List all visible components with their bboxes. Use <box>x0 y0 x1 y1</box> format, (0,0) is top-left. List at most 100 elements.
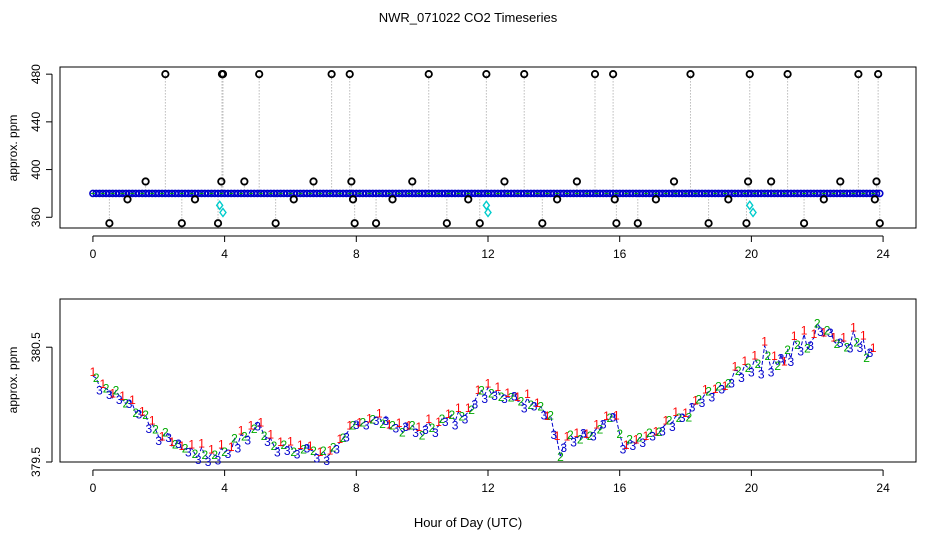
channel-3-point: 3 <box>778 351 785 365</box>
channel-3-point: 3 <box>758 367 765 381</box>
outlier-point <box>218 70 228 79</box>
figure-title: NWR_071022 CO2 Timeseries <box>379 10 558 25</box>
channel-2-point: 2 <box>123 397 130 411</box>
channel-2-point: 2 <box>725 376 732 390</box>
channel-3-point: 3 <box>600 418 607 432</box>
top-plot-frame <box>59 66 917 229</box>
channel-1-point: 1 <box>169 435 176 449</box>
channel-2-point: 2 <box>281 438 288 452</box>
bottom-panel: approx. ppm Hour of Day (UTC) 0 4 8 12 16 20 2… <box>6 298 917 530</box>
channel-3-point: 3 <box>718 382 725 396</box>
top-x-tick-label: 24 <box>876 247 890 261</box>
top-y-tick-label: 360 <box>29 207 43 227</box>
channel-2-point: 2 <box>429 421 436 435</box>
channel-2-point: 2 <box>814 316 821 330</box>
outlier-point <box>213 219 223 228</box>
outlier-point <box>371 219 381 228</box>
channel-3-point: 3 <box>392 421 399 435</box>
channel-2-point: 2 <box>834 337 841 351</box>
channel-1-point: 1 <box>188 438 195 452</box>
channel-2-point: 2 <box>340 431 347 445</box>
channel-1-point: 1 <box>771 349 778 363</box>
x-axis-label: Hour of Day (UTC) <box>414 515 522 530</box>
channel-2-point: 2 <box>369 413 376 427</box>
channel-1-point: 1 <box>682 406 689 420</box>
channel-2-point: 2 <box>616 427 623 441</box>
channel-3-point: 3 <box>471 398 478 412</box>
bottom-x-tick-label: 12 <box>481 481 495 495</box>
channel-3-point: 3 <box>244 434 251 448</box>
bottom-x-tick-label: 20 <box>745 481 759 495</box>
channel-3-point: 3 <box>541 408 548 422</box>
channel-2-point: 2 <box>152 422 159 436</box>
channel-3-point: 3 <box>639 436 646 450</box>
channel-2-point: 2 <box>695 393 702 407</box>
outlier-point <box>161 70 170 79</box>
channel-3-point: 3 <box>738 371 745 385</box>
channel-2-point: 2 <box>320 444 327 458</box>
channel-3-point: 3 <box>333 442 340 456</box>
outlier-point <box>610 195 619 204</box>
channel-3-point: 3 <box>531 400 538 414</box>
channel-2-point: 2 <box>656 425 663 439</box>
channel-1-point: 1 <box>238 424 245 438</box>
channel-2-point: 2 <box>735 364 742 378</box>
channel-3-point: 3 <box>225 447 232 461</box>
channel-1-point: 1 <box>801 323 808 337</box>
outlier-point <box>388 195 397 204</box>
channel-2-point: 2 <box>419 428 426 442</box>
channel-3-point: 3 <box>610 410 617 424</box>
channel-2-point: 2 <box>251 422 258 436</box>
calibration-point <box>749 207 757 218</box>
channel-1-point: 1 <box>603 409 610 423</box>
channel-2-point: 2 <box>577 433 584 447</box>
channel-1-point: 1 <box>672 405 679 419</box>
channel-1-point: 1 <box>109 387 116 401</box>
top-y-tick-label: 480 <box>29 64 43 84</box>
channel-2-point: 2 <box>666 414 673 428</box>
channel-3-point: 3 <box>373 414 380 428</box>
bottom-y-tick-label: 380.5 <box>29 332 43 362</box>
channel-1-point: 1 <box>119 389 126 403</box>
channel-3-point: 3 <box>205 455 212 469</box>
channel-1-point: 1 <box>445 407 452 421</box>
channel-1-point: 1 <box>346 419 353 433</box>
channel-2-point: 2 <box>399 425 406 439</box>
channel-3-point: 3 <box>630 439 637 453</box>
top-y-tick-label: 440 <box>29 112 43 132</box>
channel-3-point: 3 <box>264 435 271 449</box>
channel-2-point: 2 <box>745 361 752 375</box>
channel-1-point: 1 <box>840 331 847 345</box>
channel-1-point: 1 <box>870 341 877 355</box>
outlier-point <box>271 219 280 228</box>
outlier-point <box>345 70 354 79</box>
channel-1-point: 1 <box>702 382 709 396</box>
channel-2-point: 2 <box>211 448 218 462</box>
channel-1-point: 1 <box>416 420 423 434</box>
channel-3-point: 3 <box>709 391 716 405</box>
channel-1-point: 1 <box>435 415 442 429</box>
channel-1-point: 1 <box>485 376 492 390</box>
channel-3-point: 3 <box>857 341 864 355</box>
channel-3-point: 3 <box>442 415 449 429</box>
outlier-point <box>870 195 879 204</box>
outlier-point <box>819 195 828 204</box>
top-x-tick-label: 0 <box>90 247 97 261</box>
channel-2-point: 2 <box>241 430 248 444</box>
channel-1-point: 1 <box>178 439 185 453</box>
outlier-point <box>854 70 863 79</box>
channel-2-point: 2 <box>132 406 139 420</box>
channel-3-point: 3 <box>106 388 113 402</box>
channel-3-point: 3 <box>195 453 202 467</box>
top-x-tick-label: 16 <box>613 247 627 261</box>
channel-1-point: 1 <box>544 409 551 423</box>
channel-3-point: 3 <box>679 411 686 425</box>
bottom-x-tick-label: 8 <box>353 481 360 495</box>
channel-3-point: 3 <box>699 396 706 410</box>
channel-1-point: 1 <box>257 416 264 430</box>
channel-2-point: 2 <box>646 426 653 440</box>
outlier-point <box>105 219 114 228</box>
channel-1-point: 1 <box>337 432 344 446</box>
channel-3-point: 3 <box>155 434 162 448</box>
